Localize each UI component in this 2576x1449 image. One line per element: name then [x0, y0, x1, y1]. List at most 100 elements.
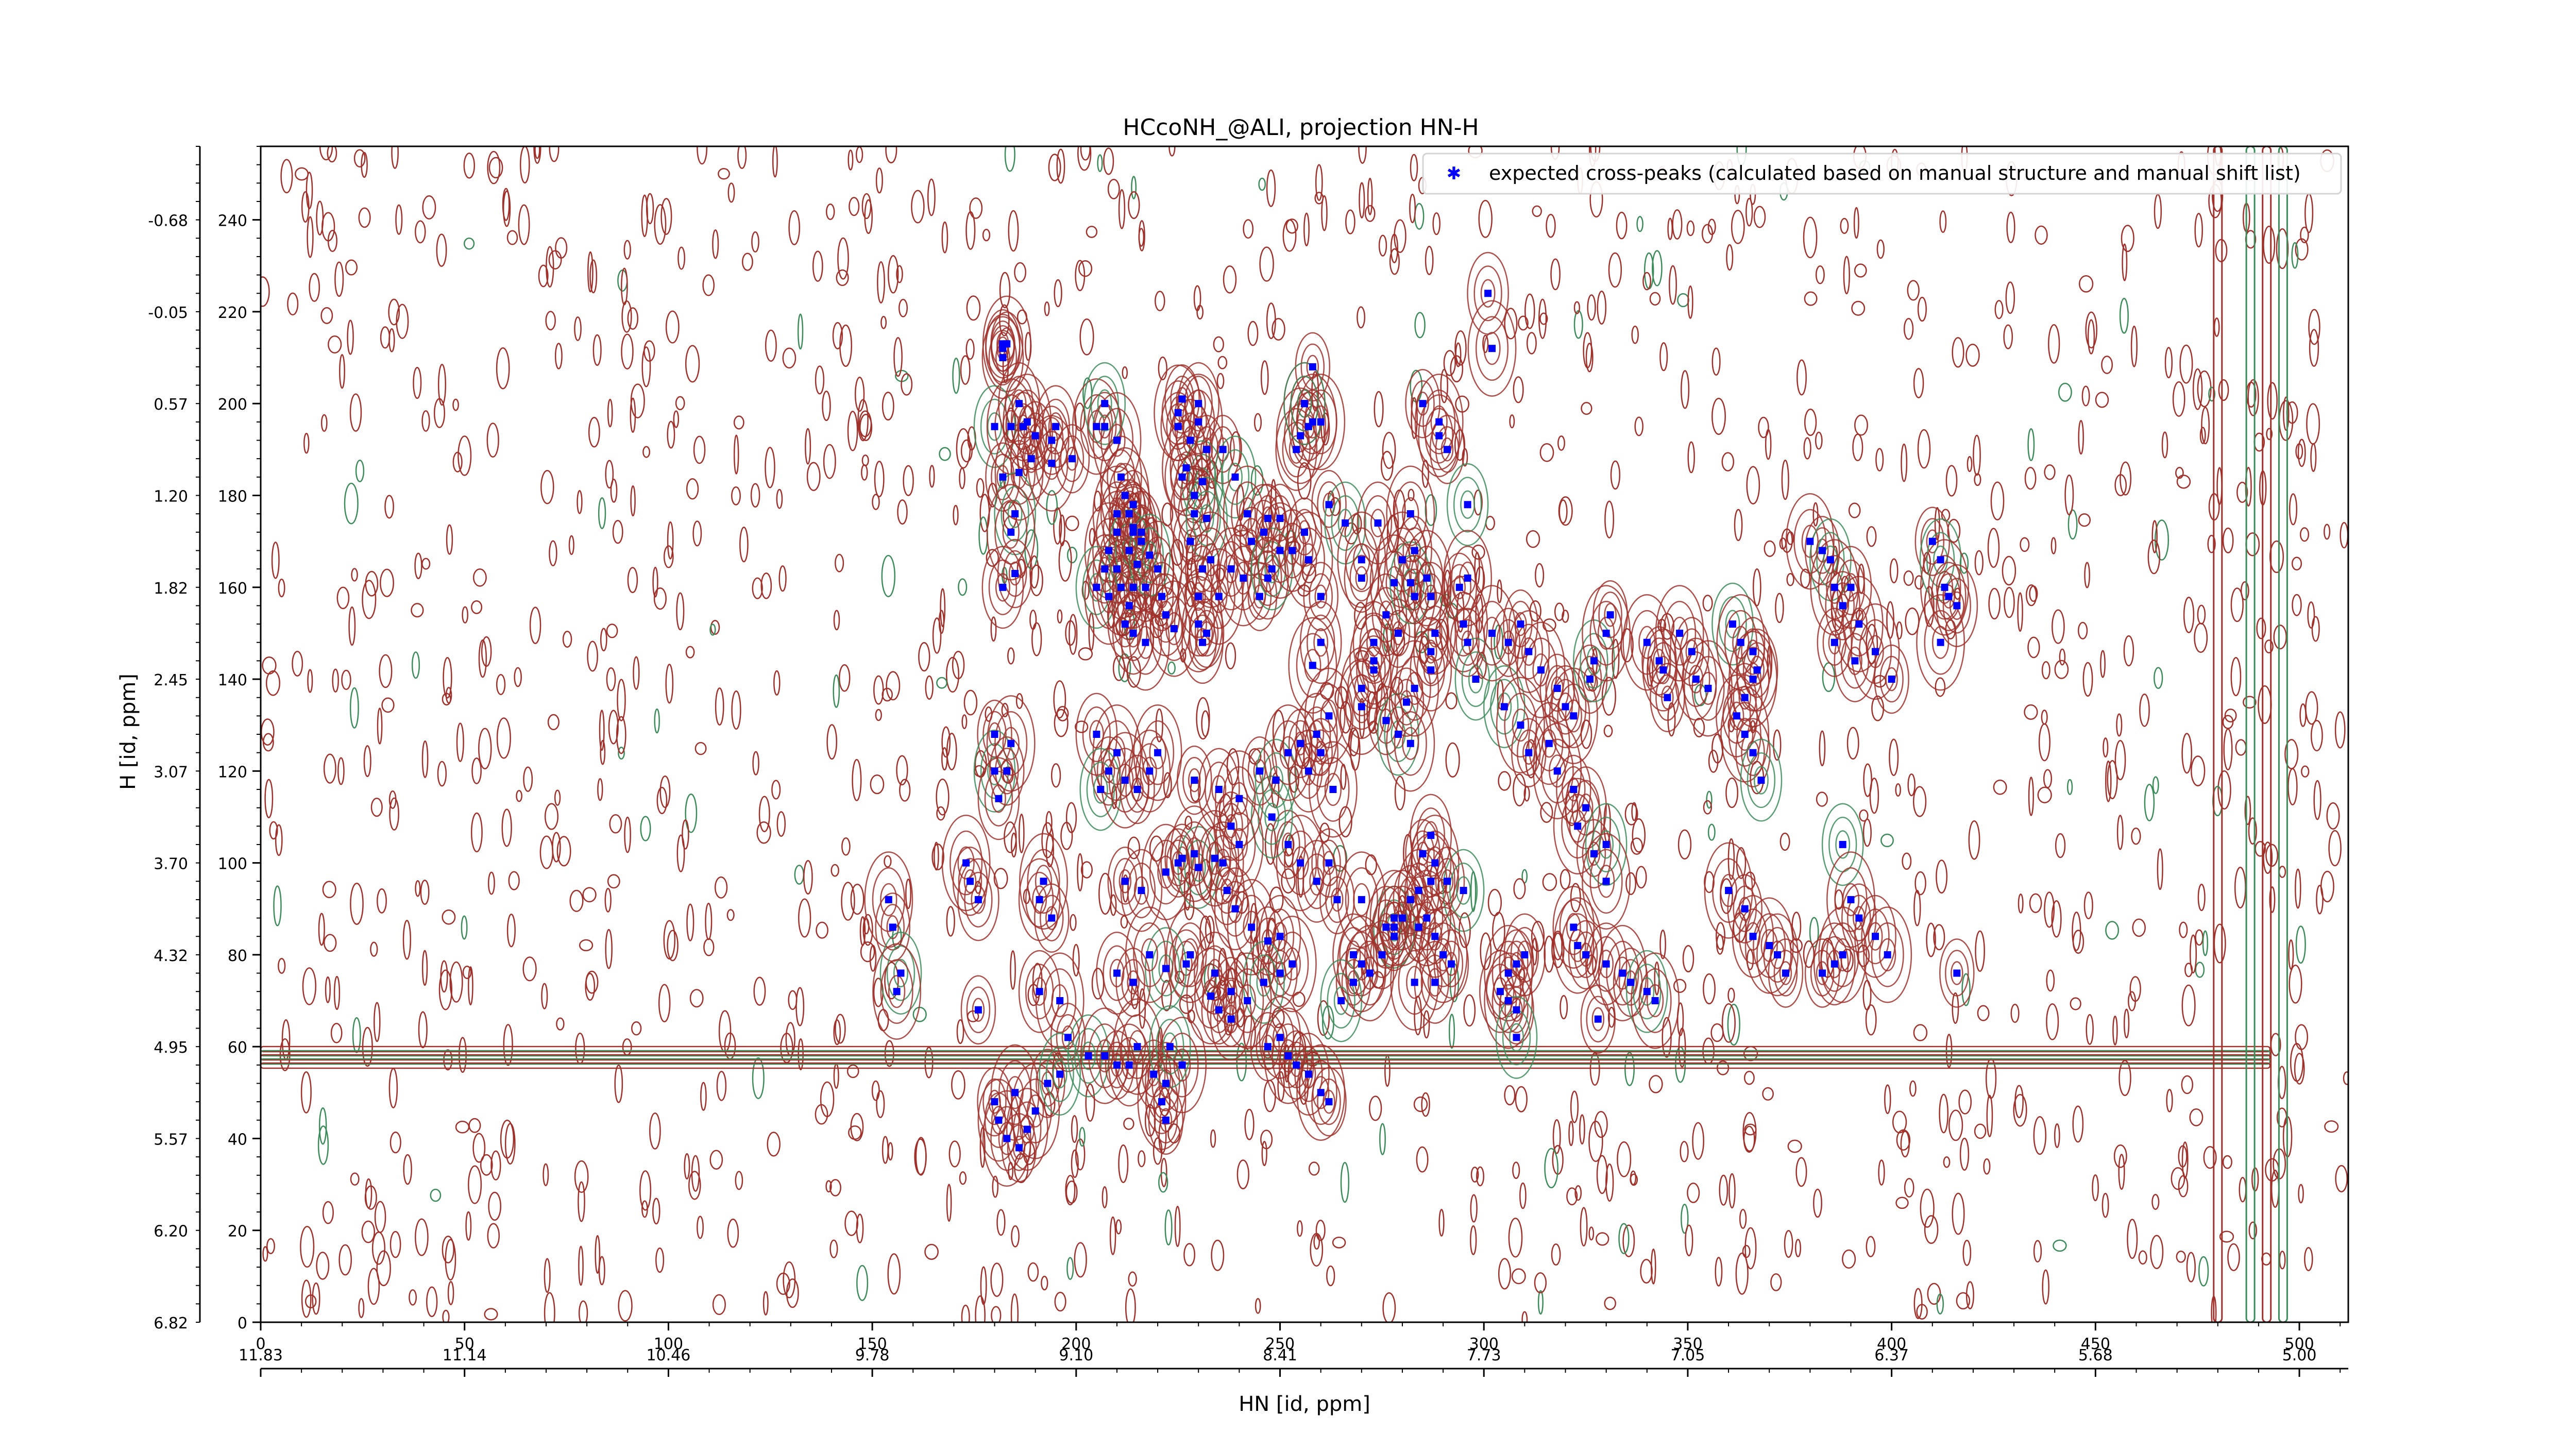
peak-contour — [1484, 924, 1533, 1022]
y-tick-label-index: 120 — [218, 763, 247, 781]
noise-contour — [2078, 419, 2084, 455]
cross-peak-marker — [1162, 868, 1170, 876]
noise-contour — [1058, 540, 1072, 582]
noise-contour — [831, 864, 839, 877]
noise-contour — [1125, 1288, 1136, 1322]
noise-contour — [1677, 829, 1692, 860]
noise-contour — [631, 1021, 642, 1036]
peak-contour — [1418, 394, 1461, 478]
peak-contour — [1597, 616, 1615, 650]
cross-peak-marker — [1427, 878, 1435, 885]
noise-contour — [654, 708, 660, 734]
noise-contour — [569, 889, 584, 912]
noise-contour — [1604, 500, 1615, 538]
peak-contour — [1082, 706, 1111, 763]
peak-contour — [1118, 869, 1132, 894]
peak-contour — [1154, 364, 1203, 461]
y-tick-label-index: 140 — [218, 671, 247, 689]
noise-contour — [1519, 1182, 1527, 1209]
noise-contour — [1903, 570, 1914, 586]
noise-contour — [595, 1235, 601, 1274]
noise-contour — [1631, 802, 1637, 821]
cross-peak-marker — [1395, 731, 1402, 738]
peak-contour — [1118, 612, 1132, 636]
noise-contour — [2283, 396, 2290, 431]
noise-contour — [2288, 939, 2294, 970]
noise-contour — [1803, 940, 1815, 968]
noise-contour — [1413, 1096, 1428, 1113]
cross-peak-marker — [1945, 593, 1953, 600]
cross-peak-marker — [1692, 676, 1700, 683]
noise-contour — [322, 1201, 334, 1224]
noise-contour — [320, 307, 333, 324]
cross-peak-marker — [1391, 923, 1398, 931]
noise-contour — [945, 656, 960, 693]
cross-peak-marker — [1195, 418, 1202, 426]
peak-contour — [1433, 929, 1469, 999]
noise-contour — [1988, 587, 2001, 620]
peak-contour — [1355, 566, 1368, 591]
cross-peak-marker — [1602, 629, 1610, 637]
noise-contour — [752, 577, 763, 599]
peak-contour — [1356, 635, 1392, 705]
peak-contour — [1496, 677, 1545, 773]
noise-contour — [302, 967, 317, 1005]
cross-peak-marker — [1504, 997, 1512, 1004]
cross-peak-marker — [1178, 473, 1186, 481]
noise-contour — [833, 610, 840, 631]
noise-contour — [1895, 1197, 1909, 1209]
noise-contour — [829, 1179, 841, 1197]
peak-contour — [1779, 961, 1792, 985]
noise-contour — [1050, 763, 1061, 788]
cross-peak-marker — [889, 923, 896, 931]
noise-contour — [1667, 702, 1676, 737]
noise-contour — [2248, 1221, 2258, 1240]
noise-contour — [1075, 260, 1086, 292]
peak-contour — [1216, 437, 1229, 462]
noise-contour — [488, 1191, 502, 1221]
cross-peak-marker — [1928, 537, 1936, 545]
noise-contour — [1158, 356, 1167, 380]
noise-contour — [1848, 502, 1861, 518]
peak-contour — [1631, 952, 1680, 1049]
noise-contour — [641, 346, 651, 387]
cross-peak-marker — [1044, 1080, 1052, 1087]
noise-contour — [1098, 872, 1112, 915]
cross-peak-marker — [1317, 749, 1325, 756]
noise-contour — [462, 606, 469, 624]
noise-contour — [496, 347, 510, 390]
cross-peak-marker — [1248, 537, 1256, 545]
peak-contour — [1327, 972, 1355, 1029]
cross-peak-marker — [1370, 657, 1378, 665]
noise-contour — [765, 329, 777, 362]
noise-contour — [2087, 319, 2095, 355]
peak-contour — [958, 858, 982, 905]
noise-contour — [465, 1211, 472, 1241]
noise-contour — [1994, 300, 2004, 319]
noise-contour — [1596, 1232, 1609, 1246]
noise-contour — [376, 1250, 391, 1286]
cross-peak-marker — [1729, 620, 1736, 628]
noise-contour — [1617, 1141, 1632, 1177]
peak-contour — [1010, 417, 1053, 500]
noise-contour — [2095, 392, 2109, 408]
noise-contour — [924, 1243, 939, 1260]
cross-peak-marker — [1215, 786, 1223, 793]
cross-peak-marker — [1031, 1107, 1039, 1115]
peak-contour — [1735, 718, 1771, 787]
noise-contour — [1889, 558, 1899, 584]
cross-peak-marker — [1191, 492, 1198, 499]
noise-contour — [2184, 963, 2193, 978]
cross-peak-marker — [1170, 625, 1178, 632]
cross-peak-marker — [1125, 602, 1133, 610]
cross-peak-marker — [1427, 666, 1435, 674]
peak-contour — [872, 867, 905, 932]
noise-contour — [876, 1090, 885, 1118]
noise-contour — [446, 524, 453, 555]
peak-contour — [977, 757, 1020, 840]
x-tick-label-index: 450 — [2081, 1335, 2110, 1353]
peak-contour — [966, 986, 991, 1034]
peak-contour — [1253, 759, 1266, 783]
noise-contour — [506, 914, 516, 948]
noise-contour — [1551, 1243, 1561, 1266]
